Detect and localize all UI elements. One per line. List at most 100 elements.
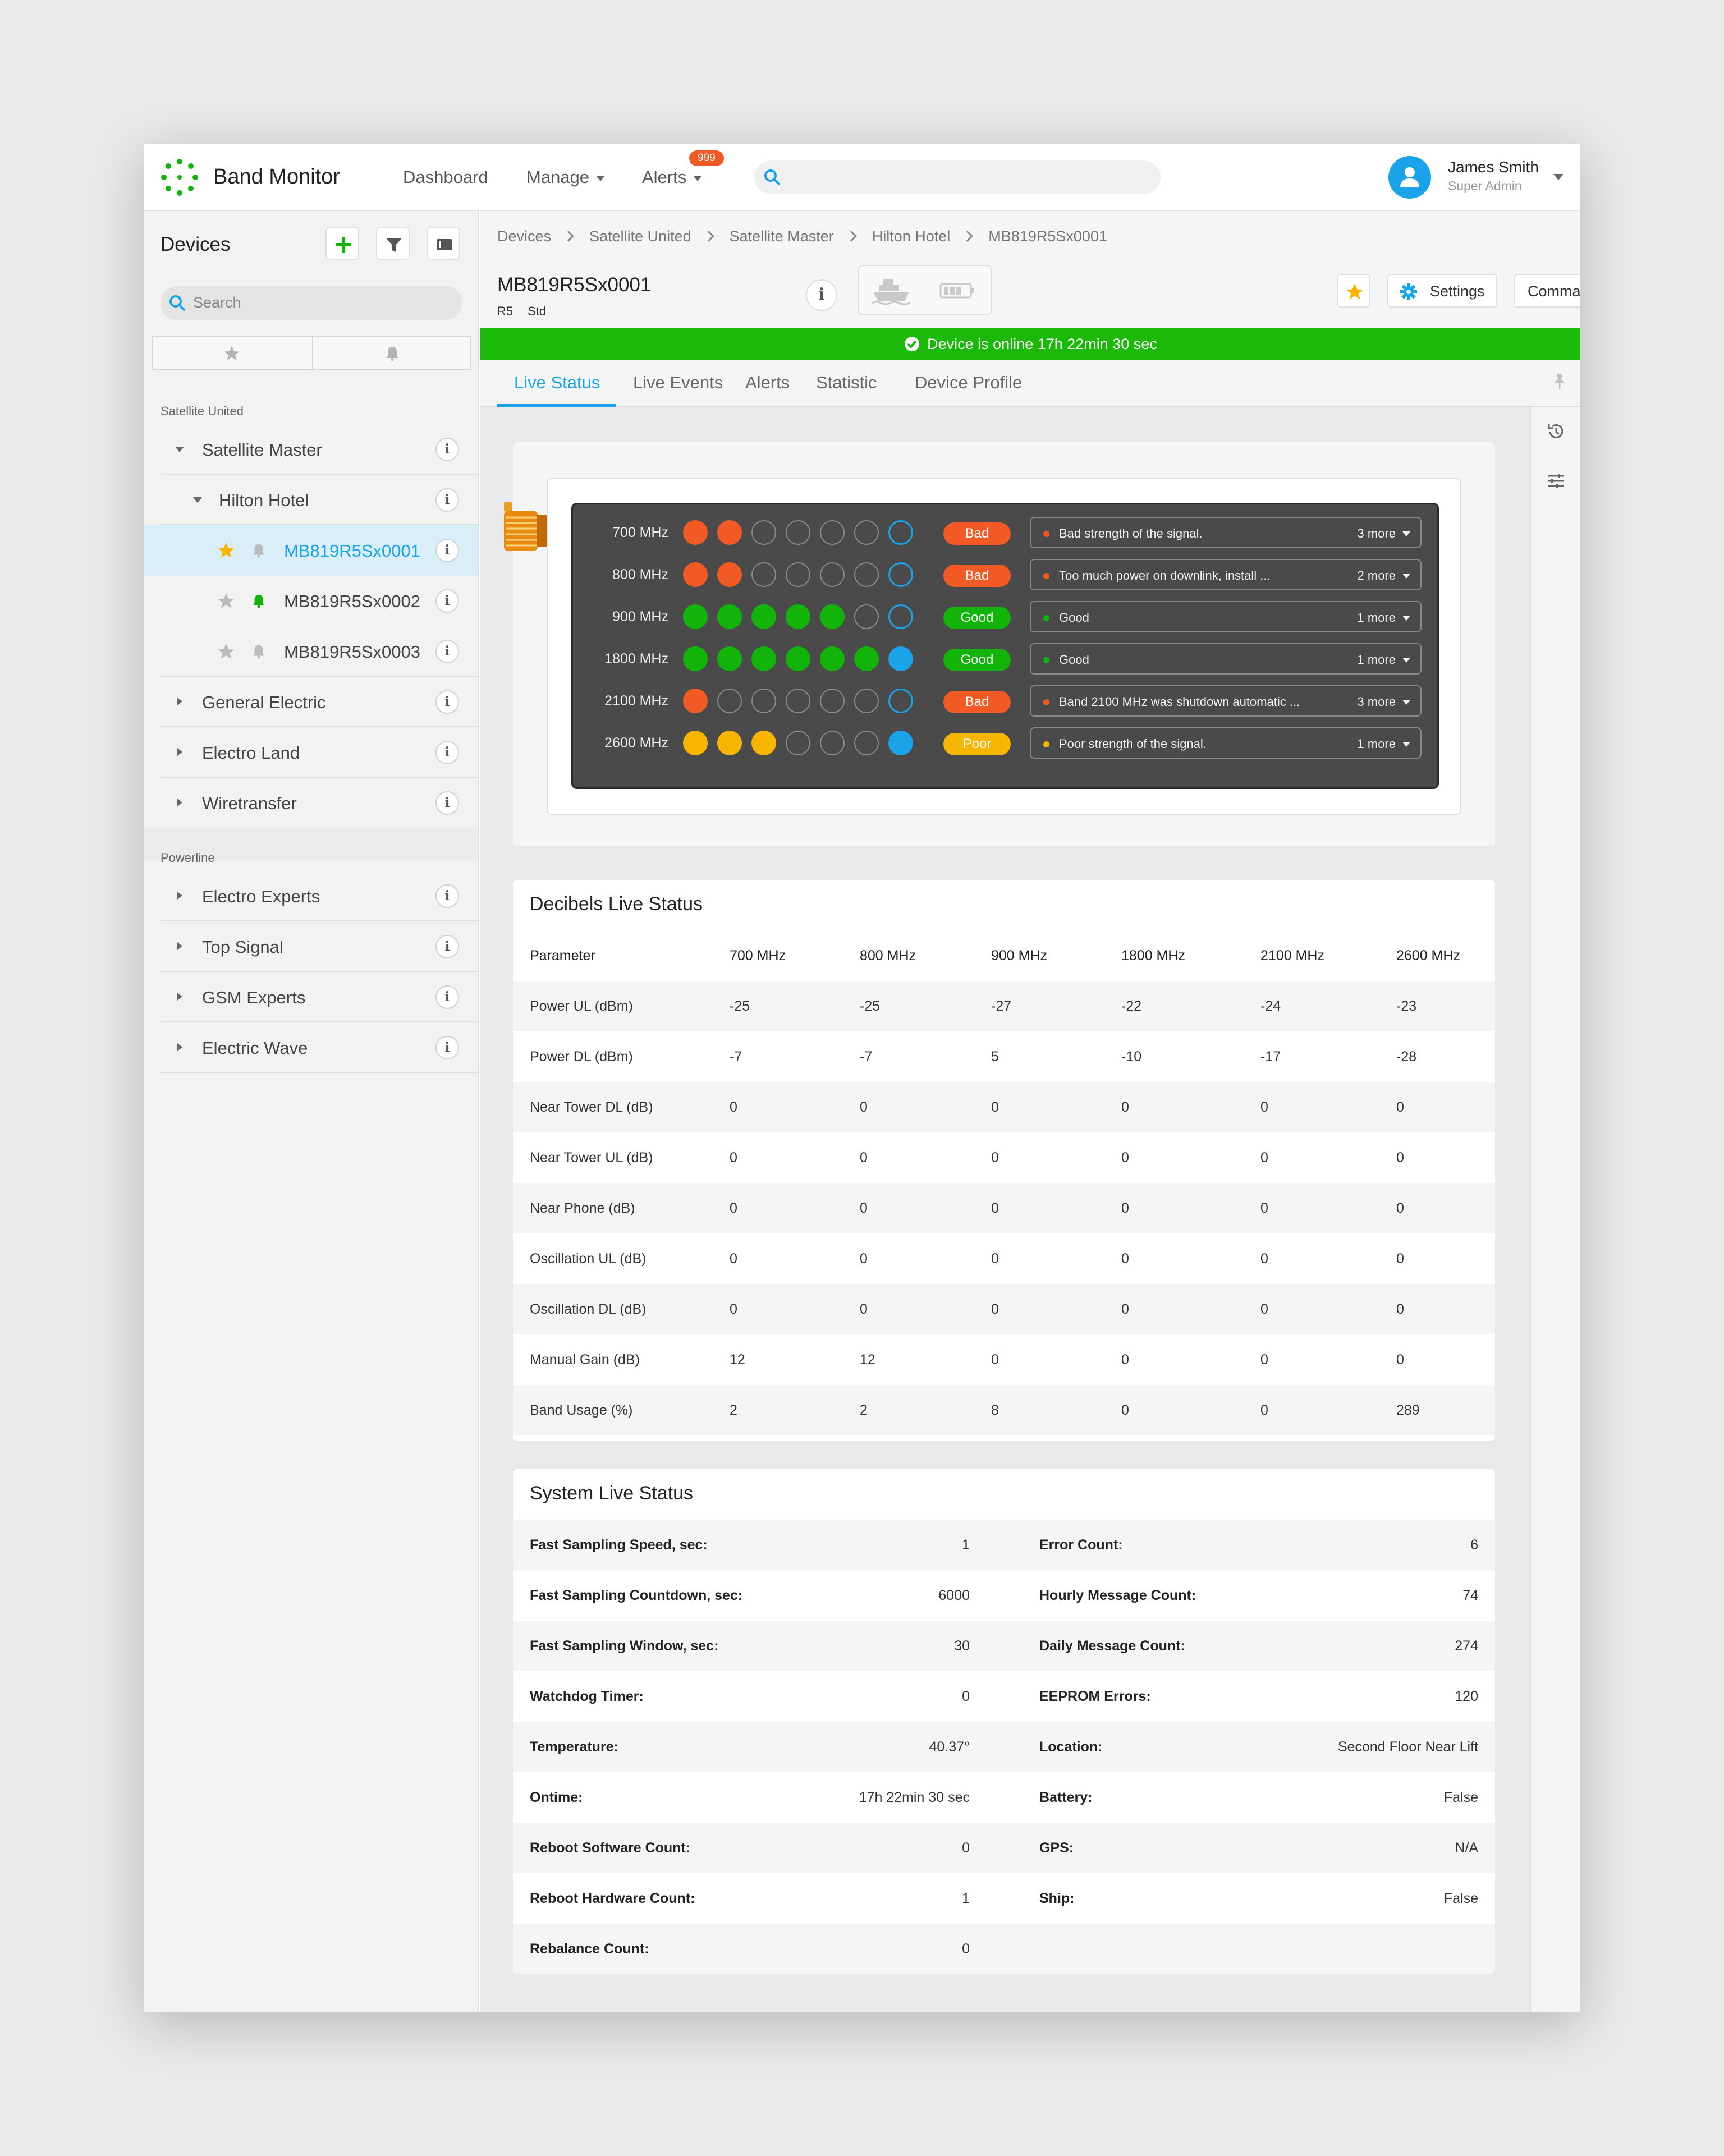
add-device-button[interactable] (325, 227, 359, 260)
global-search-input[interactable] (754, 160, 1161, 194)
user-menu-chevron-icon[interactable] (1553, 174, 1563, 180)
band-row: 700 MHz Bad Bad strength of the signal. 3 m… (573, 515, 1437, 549)
tree-item-gsm-experts[interactable]: GSM Experts i (144, 972, 478, 1022)
nav-alerts[interactable]: Alerts (642, 167, 703, 187)
tree-item-mb819r5sx0001[interactable]: MB819R5Sx0001 i (144, 525, 478, 576)
tree-item-hilton-hotel[interactable]: Hilton Hotel i (144, 475, 478, 525)
sidebar-search-input[interactable]: Search (161, 286, 462, 320)
info-icon[interactable]: i (435, 985, 459, 1009)
nav-dashboard[interactable]: Dashboard (403, 167, 488, 187)
tree-item-mb819r5sx0003[interactable]: MB819R5Sx0003 i (144, 626, 478, 677)
sliders-icon[interactable] (1546, 470, 1567, 492)
caret-right-icon (177, 698, 182, 705)
signal-led-off (854, 520, 879, 545)
tree-item-top-signal[interactable]: Top Signal i (144, 921, 478, 972)
band-row: 2600 MHz Poor Poor strength of the signal.… (573, 725, 1437, 760)
breadcrumb-devices[interactable]: Devices (497, 228, 552, 245)
info-icon[interactable]: i (435, 935, 459, 958)
caret-right-icon (177, 748, 182, 756)
info-icon[interactable]: i (435, 741, 459, 764)
info-icon[interactable]: i (435, 438, 459, 461)
band-message-dropdown[interactable]: Poor strength of the signal. 1 more (1030, 727, 1422, 759)
info-icon[interactable]: i (435, 884, 459, 908)
caret-right-icon (177, 1043, 182, 1051)
band-message-dropdown[interactable]: Good 1 more (1030, 601, 1422, 632)
bell-icon[interactable] (250, 642, 267, 661)
caret-down-icon (1402, 742, 1410, 747)
info-icon[interactable]: i (435, 640, 459, 663)
breadcrumb-satellite-united[interactable]: Satellite United (589, 228, 691, 245)
table-cell: 0 (1121, 1200, 1129, 1216)
tree-item-label: MB819R5Sx0003 (284, 642, 420, 662)
pin-icon[interactable] (1551, 373, 1568, 392)
tab-alerts[interactable]: Alerts (745, 373, 790, 392)
star-icon[interactable] (217, 642, 236, 661)
table-row: Manual Gain (dB) 12 12 0 0 0 0 (513, 1334, 1495, 1385)
band-message-dropdown[interactable]: Good 1 more (1030, 643, 1422, 675)
signal-led-good (717, 646, 742, 671)
band-row: 900 MHz Good Good 1 more (573, 599, 1437, 634)
band-message-dropdown[interactable]: Too much power on downlink, install ... 2… (1030, 559, 1422, 590)
user-avatar[interactable] (1388, 156, 1431, 199)
star-icon[interactable] (217, 541, 236, 560)
band-message-dropdown[interactable]: Band 2100 MHz was shutdown automatic ...… (1030, 685, 1422, 717)
settings-button[interactable]: Settings (1387, 274, 1497, 308)
breadcrumb-hilton-hotel[interactable]: Hilton Hotel (872, 228, 951, 245)
band-message-text: Bad strength of the signal. (1059, 526, 1203, 540)
info-icon[interactable]: i (435, 791, 459, 815)
info-icon[interactable]: i (435, 589, 459, 613)
info-icon[interactable]: i (435, 690, 459, 714)
tree-item-electro-experts[interactable]: Electro Experts i (144, 871, 478, 921)
history-icon[interactable] (1546, 421, 1567, 442)
favorites-filter-tab[interactable] (153, 337, 312, 369)
table-cell: 0 (1260, 1301, 1268, 1317)
favorite-button[interactable] (1337, 274, 1370, 308)
signal-led-off (820, 689, 845, 713)
tree-item-electric-wave[interactable]: Electric Wave i (144, 1022, 478, 1073)
bell-icon[interactable] (250, 541, 267, 560)
commands-dropdown[interactable]: Commands (1514, 274, 1580, 308)
breadcrumb-satellite-master[interactable]: Satellite Master (729, 228, 834, 245)
tree-item-wiretransfer[interactable]: Wiretransfer i (144, 778, 478, 828)
signal-led-blue (888, 731, 913, 755)
filter-button[interactable] (376, 227, 410, 260)
user-name: James Smith (1448, 158, 1539, 176)
tab-live-status[interactable]: Live Status (514, 373, 600, 392)
table-cell: 0 (1260, 1402, 1268, 1418)
band-monitor-logo-icon (161, 159, 198, 196)
device-info-icon[interactable]: i (806, 279, 837, 311)
nav-manage[interactable]: Manage (526, 167, 606, 187)
tab-device-profile[interactable]: Device Profile (915, 373, 1023, 392)
info-icon[interactable]: i (435, 488, 459, 512)
status-value: 1 (962, 1537, 970, 1553)
table-cell: 0 (860, 1301, 868, 1317)
info-icon[interactable]: i (435, 539, 459, 562)
band-message-dropdown[interactable]: Bad strength of the signal. 3 more (1030, 517, 1422, 548)
signal-led-good (786, 646, 810, 671)
status-value: 120 (1455, 1689, 1478, 1704)
caret-down-icon (1402, 531, 1410, 536)
tab-statistic[interactable]: Statistic (816, 373, 877, 392)
tree-item-label: General Electric (202, 692, 326, 712)
bell-icon[interactable] (250, 591, 267, 611)
active-tab-indicator (497, 404, 616, 407)
alerts-count-badge: 999 (689, 150, 724, 166)
tree-item-general-electric[interactable]: General Electric i (144, 677, 478, 727)
status-pill: Good (943, 607, 1011, 629)
signal-led-ring (888, 562, 913, 587)
more-count: 1 more (1357, 737, 1396, 751)
star-icon[interactable] (217, 591, 236, 611)
table-cell: -10 (1121, 1049, 1142, 1065)
tree-item-electro-land[interactable]: Electro Land i (144, 727, 478, 778)
view-toggle-button[interactable] (427, 227, 460, 260)
parameter-name: Oscillation UL (dB) (530, 1251, 646, 1267)
status-value: 1 (962, 1891, 970, 1906)
search-icon (764, 169, 780, 185)
tab-live-events[interactable]: Live Events (633, 373, 723, 392)
alerts-filter-tab[interactable] (312, 337, 471, 369)
settings-button-label: Settings (1430, 283, 1485, 300)
table-cell: 0 (1121, 1352, 1129, 1368)
info-icon[interactable]: i (435, 1036, 459, 1059)
tree-item-satellite-master[interactable]: Satellite Master i (144, 424, 478, 475)
tree-item-mb819r5sx0002[interactable]: MB819R5Sx0002 i (144, 576, 478, 626)
